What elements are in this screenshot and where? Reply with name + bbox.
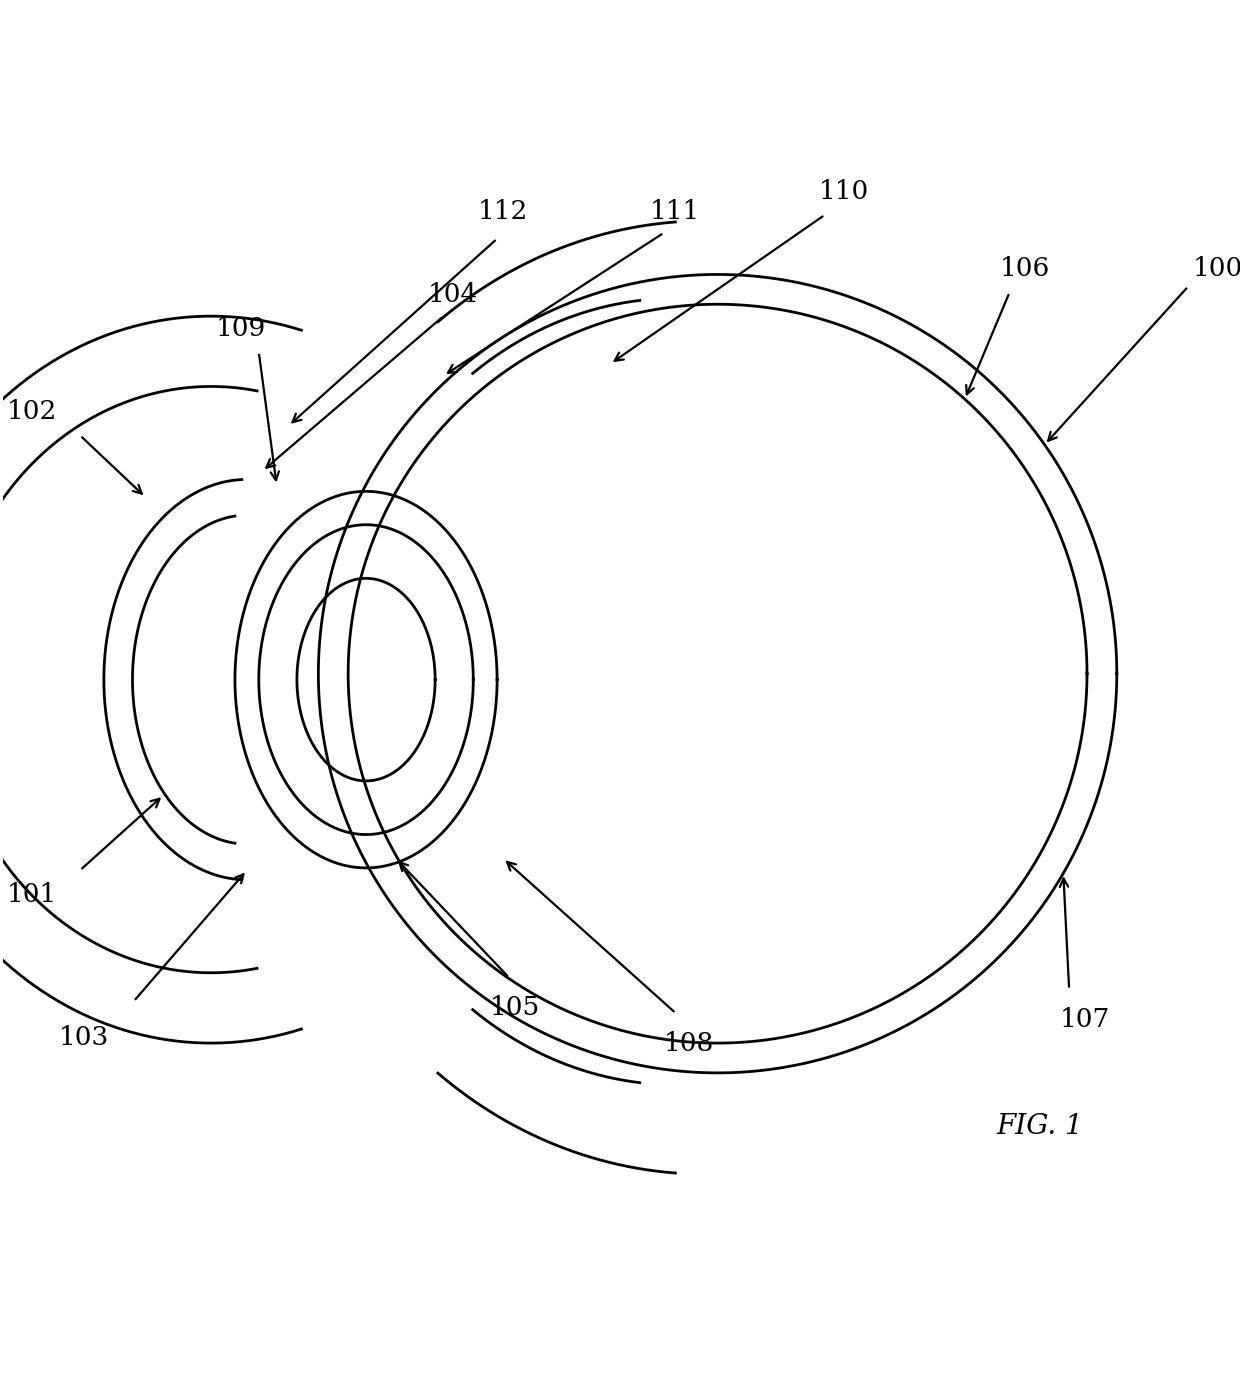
Text: 105: 105 <box>490 995 541 1020</box>
Text: 102: 102 <box>7 399 57 424</box>
Text: 101: 101 <box>7 882 57 907</box>
Text: 111: 111 <box>650 198 699 223</box>
Text: 107: 107 <box>1059 1007 1110 1032</box>
Text: 108: 108 <box>663 1031 714 1056</box>
Text: 106: 106 <box>999 257 1050 280</box>
Text: FIG. 1: FIG. 1 <box>996 1113 1083 1140</box>
Text: 112: 112 <box>477 198 528 223</box>
Text: 110: 110 <box>818 179 869 204</box>
Text: 109: 109 <box>216 315 267 340</box>
Text: 100: 100 <box>1193 257 1240 280</box>
Text: 103: 103 <box>58 1025 109 1049</box>
Text: 104: 104 <box>428 282 479 307</box>
